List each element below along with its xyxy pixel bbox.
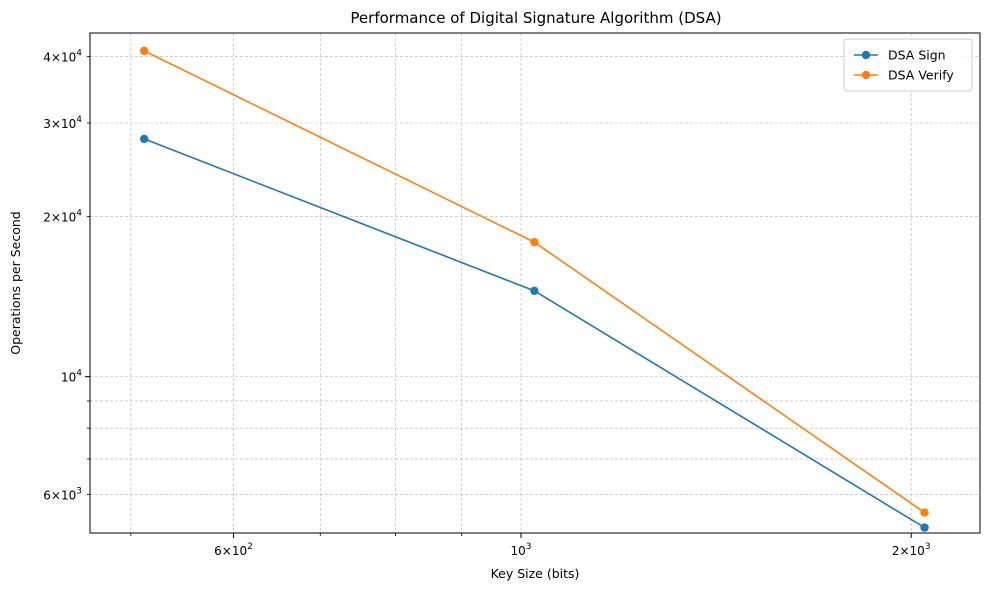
y-tick-label-base: 4×10 bbox=[43, 51, 76, 65]
legend-label: DSA Verify bbox=[888, 68, 954, 83]
legend-marker bbox=[861, 50, 871, 60]
x-axis-ticks: 6×102 103 2×103 bbox=[130, 533, 931, 558]
x-tick-label: 103 bbox=[511, 542, 532, 558]
x-tick-label: 2×103 bbox=[892, 542, 931, 558]
data-point bbox=[140, 134, 149, 144]
y-tick-label-exponent: 4 bbox=[76, 369, 82, 379]
y-tick-label-base: 2×10 bbox=[43, 211, 76, 225]
legend-marker bbox=[861, 70, 871, 80]
series-layer bbox=[140, 46, 929, 532]
x-tick-label-exponent: 2 bbox=[247, 542, 253, 552]
plot-frame bbox=[89, 32, 981, 534]
x-tick-label: 6×102 bbox=[214, 542, 253, 558]
x-tick-label-base: 10 bbox=[511, 544, 526, 558]
series-dsa-verify bbox=[140, 46, 929, 517]
y-tick-label-exponent: 3 bbox=[76, 487, 82, 497]
y-tick-label-exponent: 4 bbox=[76, 49, 82, 59]
x-tick-label-exponent: 3 bbox=[526, 542, 532, 552]
y-tick-label: 3×104 bbox=[43, 115, 82, 131]
legend: DSA Sign DSA Verify bbox=[843, 38, 973, 92]
y-tick-label: 6×103 bbox=[43, 487, 82, 503]
data-point bbox=[920, 523, 929, 532]
legend-box bbox=[843, 38, 973, 92]
series-line bbox=[143, 138, 925, 529]
data-point bbox=[530, 286, 539, 296]
legend-label: DSA Sign bbox=[888, 48, 946, 63]
y-tick-label: 4×104 bbox=[43, 49, 82, 65]
y-tick-label-base: 6×10 bbox=[43, 489, 76, 503]
grid bbox=[90, 33, 980, 533]
y-tick-label: 2×104 bbox=[43, 209, 82, 225]
y-tick-label-exponent: 4 bbox=[76, 115, 82, 125]
series-dsa-sign bbox=[140, 134, 929, 532]
x-tick-label-base: 6×10 bbox=[214, 544, 247, 558]
y-axis-label: Operations per Second bbox=[8, 211, 23, 354]
chart-title: Performance of Digital Signature Algorit… bbox=[350, 9, 721, 27]
x-tick-label-exponent: 3 bbox=[925, 542, 931, 552]
data-point bbox=[530, 238, 539, 247]
data-point bbox=[140, 46, 149, 56]
x-tick-label-base: 2×10 bbox=[892, 544, 925, 558]
y-tick-label: 104 bbox=[61, 369, 82, 385]
y-tick-label-exponent: 4 bbox=[76, 209, 82, 219]
legend-item: DSA Sign bbox=[854, 48, 946, 63]
data-point bbox=[920, 508, 929, 517]
legend-item: DSA Verify bbox=[854, 68, 954, 83]
x-axis-label: Key Size (bits) bbox=[491, 566, 580, 581]
y-tick-label-base: 10 bbox=[61, 371, 76, 385]
series-line bbox=[143, 50, 926, 514]
y-tick-label-base: 3×10 bbox=[43, 117, 76, 131]
